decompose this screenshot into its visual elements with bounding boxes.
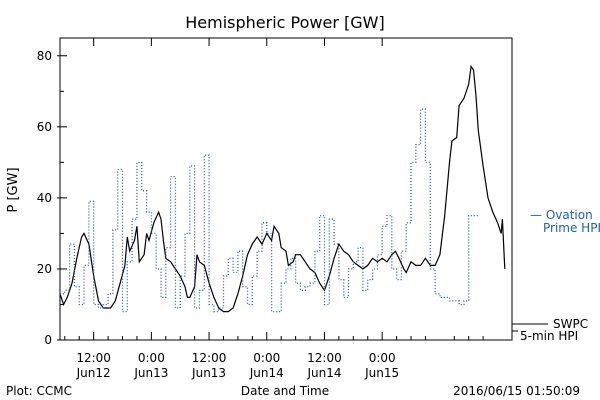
- y-axis: 0 20 40 60 80: [37, 49, 67, 347]
- footer-plot-credit: Plot: CCMC: [6, 384, 72, 398]
- x-tick-label-time: 0:00: [253, 351, 280, 365]
- x-tick-label-date: Jun14: [306, 366, 341, 380]
- x-tick-label-time: 0:00: [369, 351, 396, 365]
- x-tick-label-date: Jun13: [133, 366, 168, 380]
- series-layer: [59, 64, 506, 313]
- y-tick-label: 40: [37, 191, 52, 205]
- series-line-swpc: [59, 64, 506, 313]
- x-tick-label-date: Jun13: [191, 366, 226, 380]
- y-tick-label: 80: [37, 49, 52, 63]
- x-tick-label-date: Jun15: [364, 366, 399, 380]
- y-tick-label: 60: [37, 120, 52, 134]
- x-tick-label-date: Jun12: [76, 366, 111, 380]
- chart-title: Hemispheric Power [GW]: [185, 13, 384, 32]
- legend-ovation-label-2: Prime HPI: [543, 221, 600, 235]
- footer-timestamp: 2016/06/15 01:50:09: [453, 384, 580, 398]
- x-axis-label: Date and Time: [241, 384, 329, 398]
- x-tick-label-time: 12:00: [307, 351, 342, 365]
- y-tick-label: 0: [44, 333, 52, 347]
- y-axis-label: P [GW]: [6, 167, 21, 212]
- legend-swpc-label-1: SWPC: [553, 317, 588, 331]
- x-tick-label-time: 0:00: [138, 351, 165, 365]
- x-tick-label-time: 12:00: [192, 351, 227, 365]
- plot-frame: [59, 37, 513, 341]
- x-axis: 12:00Jun120:00Jun1312:00Jun130:00Jun1412…: [64, 38, 513, 380]
- x-tick-label-date: Jun14: [249, 366, 284, 380]
- legend-swpc-label-2: 5-min HPI: [520, 329, 578, 343]
- legend-ovation-label-1: — Ovation: [530, 208, 593, 222]
- y-tick-label: 20: [37, 262, 52, 276]
- series-line-ovation: [60, 108, 480, 313]
- x-tick-label-time: 12:00: [76, 351, 111, 365]
